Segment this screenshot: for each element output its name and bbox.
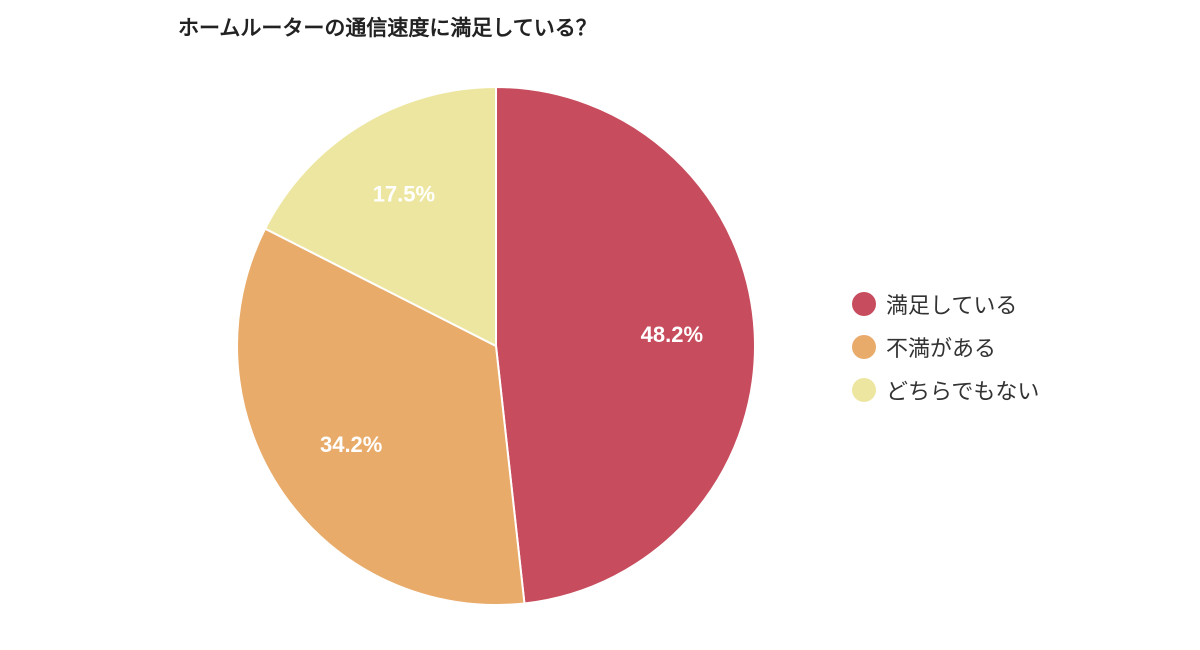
chart-title: ホームルーターの通信速度に満足している？ bbox=[178, 16, 597, 40]
legend-item-dissatisfied[interactable]: 不満がある bbox=[852, 325, 1039, 368]
legend-swatch-neutral bbox=[852, 377, 876, 402]
legend-swatch-satisfied bbox=[852, 291, 876, 316]
legend-label-dissatisfied: 不満がある bbox=[886, 336, 997, 362]
slice-label-satisfied: 48.2% bbox=[641, 322, 703, 347]
legend-swatch-dissatisfied bbox=[852, 334, 876, 359]
slice-label-dissatisfied: 34.2% bbox=[320, 432, 382, 457]
pie-slice-dissatisfied[interactable] bbox=[236, 227, 526, 606]
pie-slices bbox=[236, 85, 756, 606]
legend-item-neutral[interactable]: どちらでもない bbox=[852, 368, 1039, 411]
legend-label-satisfied: 満足している bbox=[886, 293, 1018, 319]
slice-label-neutral: 17.5% bbox=[373, 182, 435, 207]
pie-slice-labels: 48.2% 34.2% 17.5% bbox=[320, 182, 703, 457]
legend: 満足している 不満がある どちらでもない bbox=[852, 282, 1039, 411]
pie-slice-neutral[interactable] bbox=[263, 85, 497, 348]
legend-item-satisfied[interactable]: 満足している bbox=[852, 282, 1039, 325]
legend-label-neutral: どちらでもない bbox=[886, 379, 1040, 405]
pie-slice-satisfied[interactable] bbox=[495, 85, 756, 605]
